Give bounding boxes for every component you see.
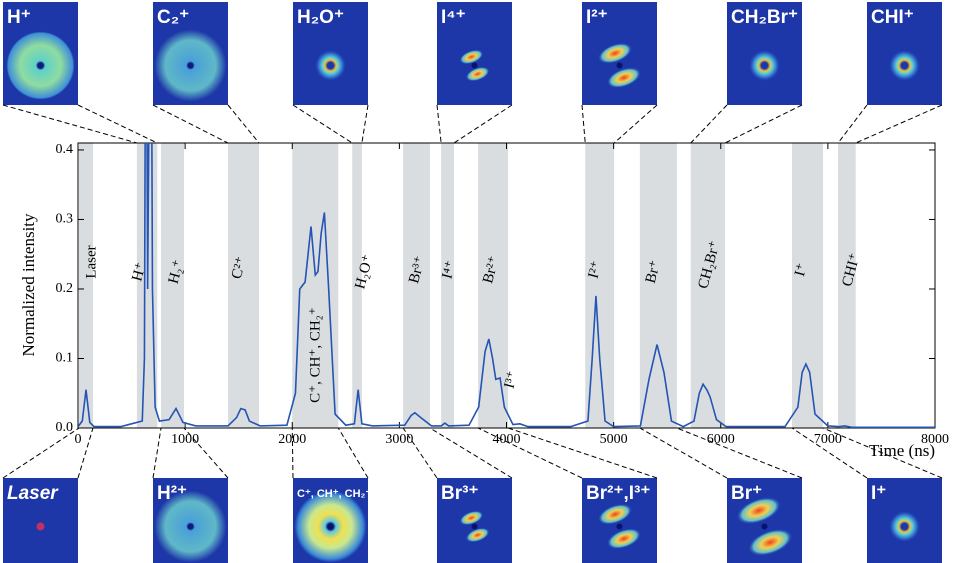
x-tick-label: 8000 [921, 432, 949, 447]
connector [856, 105, 942, 143]
y-tick-label: 0.1 [56, 351, 74, 366]
y-tick-label: 0.0 [56, 420, 74, 435]
image-disk [155, 30, 227, 102]
shaded-region [228, 143, 259, 428]
connector [184, 428, 228, 478]
detector-image: H₂O⁺ [293, 2, 368, 105]
shaded-region [640, 143, 677, 428]
connector [338, 428, 368, 478]
peak-label: I⁴⁺ [439, 259, 459, 281]
image-label: Laser [7, 483, 59, 504]
image-label: CH₂Br⁺ [731, 7, 798, 28]
connector [838, 105, 867, 143]
image-ring [749, 50, 781, 82]
shaded-region [79, 143, 93, 428]
detector-image: Laser [3, 478, 78, 563]
detector-image: C⁺, CH⁺, CH₂⁺ [293, 478, 371, 563]
detector-image: I⁺ [867, 478, 942, 563]
detector-image: C₂⁺ [153, 2, 228, 105]
detector-image: Br⁺ [727, 478, 802, 563]
image-label: I⁺ [871, 483, 886, 504]
y-axis-label: Normalized intensity [19, 213, 38, 357]
image-center [472, 524, 478, 530]
image-label: CHI⁺ [871, 7, 914, 28]
detector-image: H²⁺ [153, 478, 228, 563]
image-disk [7, 32, 75, 100]
connector [78, 105, 157, 143]
image-label: H²⁺ [157, 483, 187, 504]
image-label: H⁺ [7, 7, 31, 28]
shaded-region [441, 143, 454, 428]
connector [614, 105, 657, 143]
image-center [762, 524, 768, 530]
chart: Normalized intensity Time (ns) 010002000… [0, 0, 960, 563]
image-center [472, 63, 478, 69]
detector-image: CHI⁺ [867, 2, 942, 105]
connector [362, 105, 368, 143]
bands [79, 143, 856, 428]
x-tick-label: 5000 [600, 432, 628, 447]
detector-image: I²⁺ [582, 2, 657, 105]
connector [725, 105, 802, 143]
connector [437, 105, 441, 143]
y-tick-label: 0.4 [56, 142, 74, 157]
x-tick-label: 6000 [707, 432, 735, 447]
image-center [617, 524, 623, 530]
image-label: I⁴⁺ [441, 7, 466, 28]
peak-label: C⁺, CH⁺, CH₂⁺ [307, 307, 323, 403]
detector-image: H⁺ [3, 2, 78, 105]
image-label: Br³⁺ [441, 483, 478, 504]
peak-label: I³⁺ [501, 369, 521, 390]
detector-image: I⁴⁺ [437, 2, 512, 105]
image-ring [315, 50, 347, 82]
x-tick-label: 4000 [493, 432, 521, 447]
image-ring [889, 511, 921, 543]
connector [691, 105, 727, 143]
connector [582, 105, 585, 143]
connector [403, 428, 437, 478]
x-tick-label: 0 [75, 432, 82, 447]
connector [153, 105, 228, 143]
peak-label: Laser [83, 245, 99, 278]
connector [3, 428, 79, 478]
detector-image: Br³⁺ [437, 478, 512, 563]
image-disk [295, 491, 367, 563]
detector-image: Br²⁺,I³⁺ [582, 478, 657, 563]
image-ring [889, 50, 921, 82]
connector [293, 105, 352, 143]
image-label: H₂O⁺ [297, 7, 344, 28]
connector [677, 428, 802, 478]
image-center [37, 523, 45, 531]
shaded-region [792, 143, 823, 428]
image-label: Br²⁺,I³⁺ [586, 483, 650, 504]
x-tick-label: 3000 [385, 432, 413, 447]
image-label: C₂⁺ [157, 7, 189, 28]
image-label: C⁺, CH⁺, CH₂⁺ [297, 488, 371, 500]
connector [454, 105, 512, 143]
image-center [617, 63, 623, 69]
connector [153, 428, 161, 478]
image-label: Br⁺ [731, 483, 762, 504]
shaded-region [403, 143, 430, 428]
connector [478, 428, 582, 478]
image-label: I²⁺ [586, 7, 608, 28]
connector [228, 105, 259, 143]
y-tick-label: 0.3 [56, 212, 74, 227]
y-tick-label: 0.2 [56, 281, 74, 296]
detector-image: CH₂Br⁺ [727, 2, 802, 105]
